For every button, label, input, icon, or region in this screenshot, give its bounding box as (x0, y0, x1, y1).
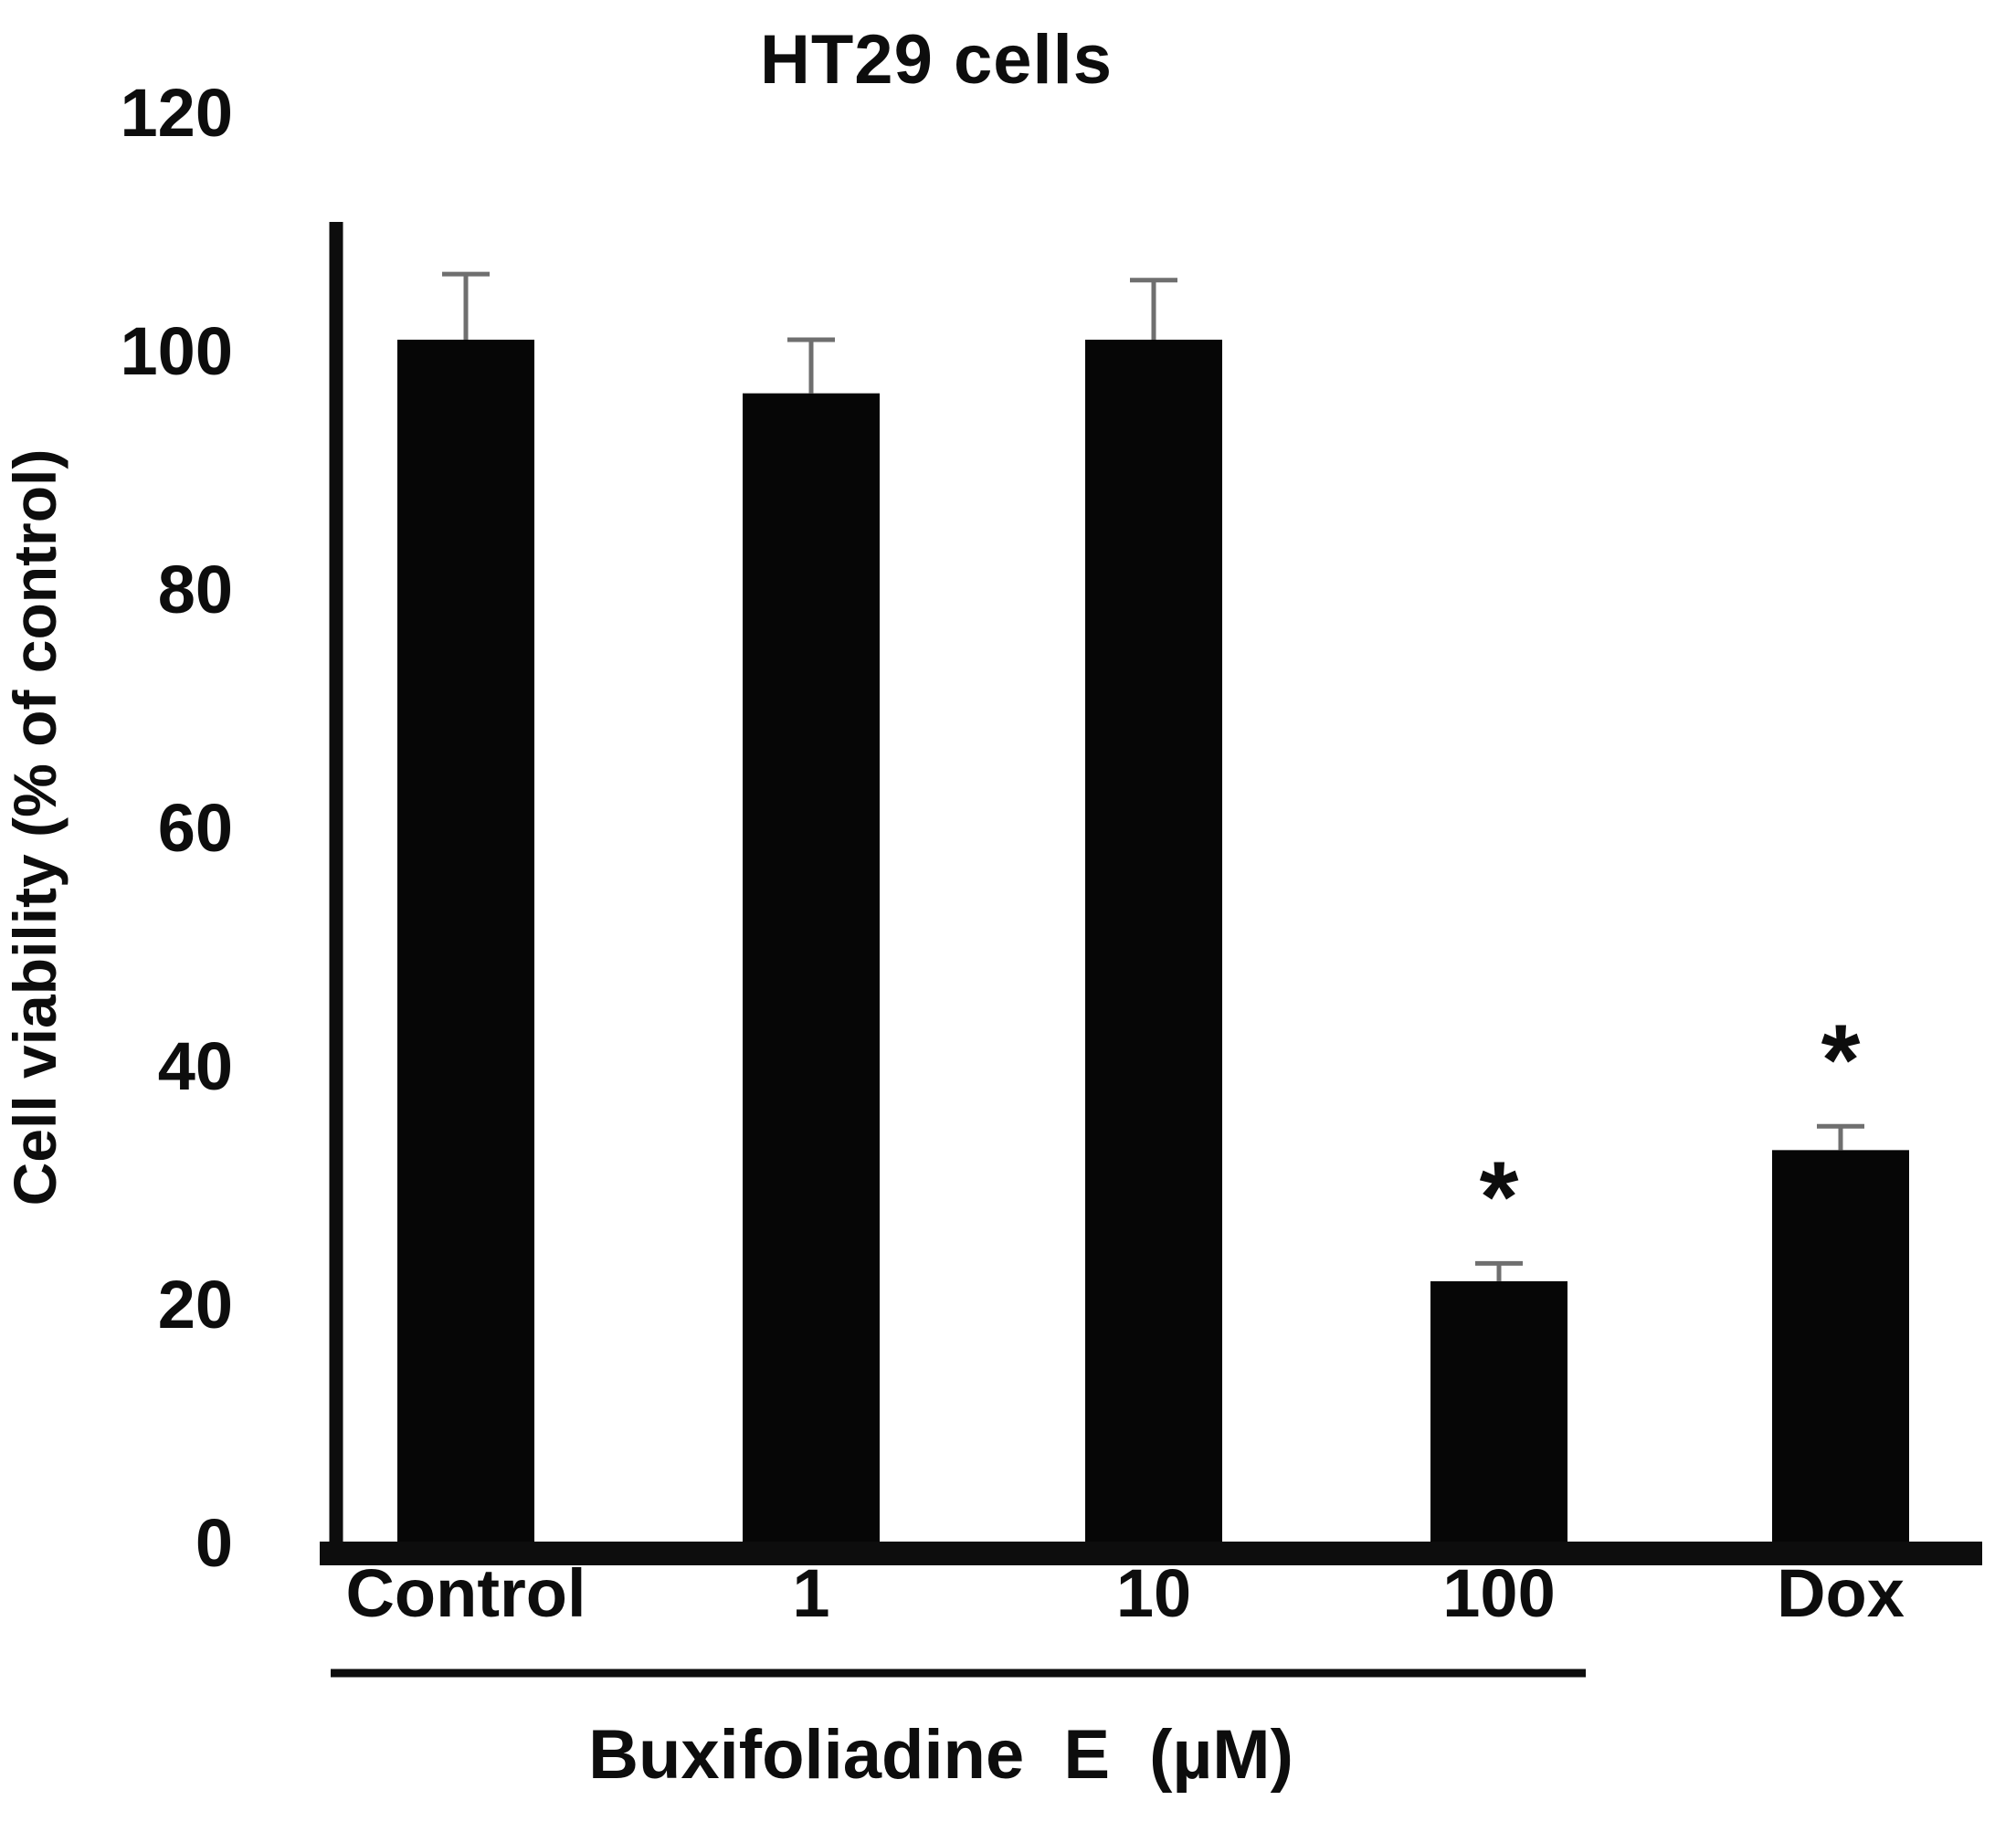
chart-title: HT29 cells (760, 21, 1113, 99)
bar-100 (1430, 1280, 1567, 1543)
category-label: 1 (792, 1555, 829, 1631)
y-tick-label: 60 (158, 790, 233, 866)
bar-dox (1772, 1150, 1909, 1543)
category-label: Control (345, 1555, 586, 1631)
category-label: 10 (1116, 1555, 1191, 1631)
x-axis-group-label: Buxifoliadine E (µM) (588, 1716, 1293, 1794)
category-label: 100 (1442, 1555, 1555, 1631)
bar-10 (1085, 339, 1222, 1544)
bar-control (397, 339, 534, 1544)
y-tick-label: 100 (121, 313, 233, 389)
significance-marker: * (1480, 1141, 1519, 1253)
y-tick-label: 120 (121, 75, 233, 151)
y-tick-label: 80 (158, 552, 233, 627)
y-tick-label: 0 (195, 1505, 233, 1581)
significance-marker: * (1821, 1004, 1861, 1116)
y-tick-label: 20 (158, 1267, 233, 1342)
y-tick-label: 40 (158, 1028, 233, 1104)
bar-1 (743, 393, 880, 1543)
category-label: Dox (1777, 1555, 1905, 1631)
